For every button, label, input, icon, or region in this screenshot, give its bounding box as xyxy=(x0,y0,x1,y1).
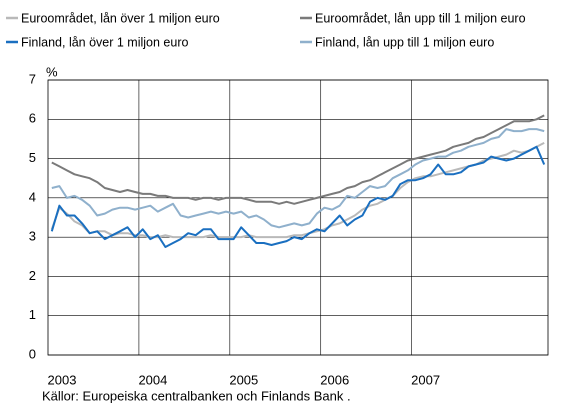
legend-label: Euroområdet, lån upp till 1 miljon euro xyxy=(315,11,526,25)
legend-label: Finland, lån över 1 miljon euro xyxy=(21,35,188,49)
y-tick-label: 5 xyxy=(29,150,36,165)
x-tick-label: 2006 xyxy=(320,372,349,387)
x-tick-label: 2004 xyxy=(138,372,167,387)
x-tick-label: 2005 xyxy=(229,372,258,387)
y-tick-label: 4 xyxy=(29,189,36,204)
y-tick-label: 2 xyxy=(29,268,36,283)
y-tick-label: 1 xyxy=(29,307,36,322)
series-line xyxy=(50,145,546,248)
y-axis-label: % xyxy=(46,64,58,79)
x-tick-label: 2003 xyxy=(48,372,77,387)
legend-label: Finland, lån upp till 1 miljon euro xyxy=(315,35,494,49)
source: Källor: Europeiska centralbanken och Fin… xyxy=(42,388,351,403)
y-tick-label: 6 xyxy=(29,111,36,126)
series-line xyxy=(51,128,545,229)
x-tick-label: 2007 xyxy=(411,372,440,387)
y-tick-label: 0 xyxy=(29,346,36,361)
plot-frame xyxy=(47,79,549,356)
legend-label: Euroområdet, lån över 1 miljon euro xyxy=(21,11,220,25)
y-tick-label: 3 xyxy=(29,229,36,244)
y-tick-label: 7 xyxy=(29,71,36,86)
series-line xyxy=(51,114,545,205)
